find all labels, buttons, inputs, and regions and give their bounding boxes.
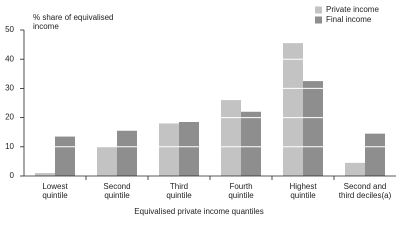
bar xyxy=(365,133,385,176)
bar xyxy=(55,136,75,176)
bar xyxy=(159,123,179,176)
x-tick-label: Second quintile xyxy=(103,182,131,200)
y-tick-label: 10 xyxy=(5,142,14,151)
y-axis-title: % share of equivalised income xyxy=(33,13,114,31)
y-tick-label: 20 xyxy=(5,113,14,122)
x-tick-label: Fourth quintile xyxy=(228,182,254,200)
x-tick-label: Lowest quintile xyxy=(42,182,68,200)
x-tick-label: Second and third deciles(a) xyxy=(338,182,392,200)
bar xyxy=(35,173,55,176)
bar xyxy=(345,162,365,176)
y-tick-label: 0 xyxy=(10,171,15,180)
bar xyxy=(179,121,199,176)
legend-swatch xyxy=(315,16,322,24)
bar xyxy=(221,100,241,176)
x-axis-title: Equivalised private income quantiles xyxy=(134,207,264,216)
y-tick-label: 50 xyxy=(5,25,14,34)
y-tick-label: 30 xyxy=(5,84,14,93)
x-tick-label: Third quintile xyxy=(166,182,192,200)
legend-swatch xyxy=(315,6,322,14)
bar xyxy=(283,43,303,176)
bar xyxy=(117,130,137,176)
bar xyxy=(303,81,323,176)
legend-label: Final income xyxy=(326,15,372,24)
legend-label: Private income xyxy=(326,5,379,14)
y-tick-label: 40 xyxy=(5,54,14,63)
chart: 0 10 20 30 40 50 Private income Final income % … xyxy=(5,5,396,216)
x-tick-label: Highest quintile xyxy=(289,182,317,200)
bar xyxy=(97,146,117,176)
bar xyxy=(241,111,261,176)
